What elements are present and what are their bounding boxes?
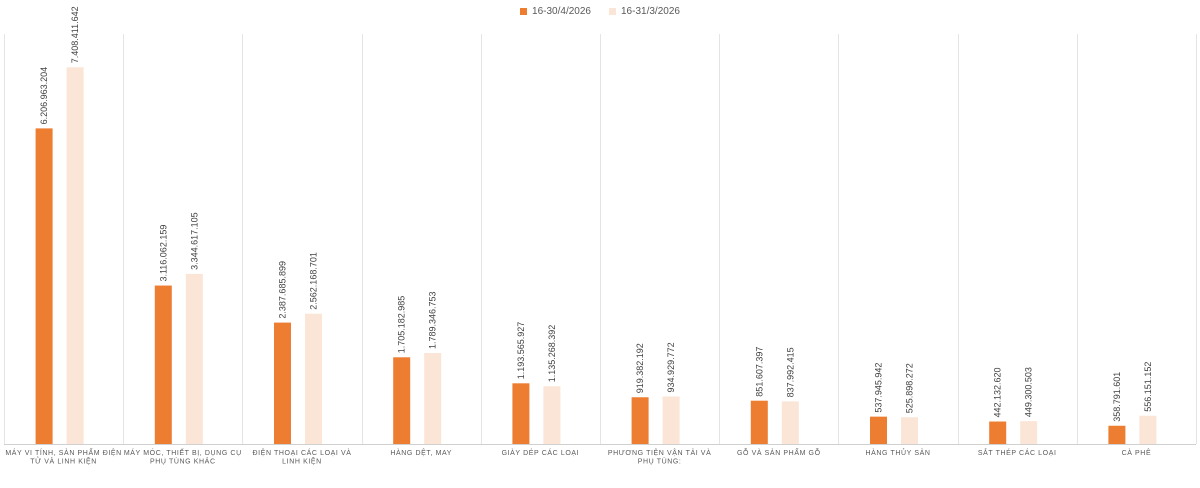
data-label: 3.344.617.105 bbox=[189, 212, 199, 270]
bar-series-2 bbox=[305, 313, 322, 444]
bar-series-2 bbox=[1020, 421, 1038, 444]
bar-series-2 bbox=[901, 417, 918, 444]
bar-series-2 bbox=[1139, 415, 1157, 444]
bar-series-2 bbox=[185, 273, 203, 444]
bar-series-2 bbox=[781, 401, 799, 444]
data-label: 919.382.192 bbox=[635, 343, 645, 393]
bar-series-1 bbox=[989, 421, 1007, 444]
category-label: GỖ VÀ SẢN PHẨM GỖ bbox=[737, 448, 821, 457]
bar-series-1 bbox=[393, 357, 411, 444]
category-label: HÀNG THỦY SẢN bbox=[865, 448, 930, 457]
bar-series-2 bbox=[543, 386, 561, 444]
data-label: 2.387.685.899 bbox=[278, 261, 288, 319]
category-label: CÀ PHÊ bbox=[1122, 448, 1152, 457]
data-label: 442.132.620 bbox=[993, 367, 1003, 417]
bar-series-1 bbox=[512, 383, 530, 444]
legend-item-series-1: 16-30/4/2026 bbox=[520, 6, 591, 17]
bar-series-1 bbox=[1108, 425, 1126, 444]
category-label: PHƯƠNG TIỆN VẬN TẢI VÀ bbox=[608, 448, 712, 457]
data-label: 851.607.397 bbox=[754, 347, 764, 397]
bar-series-1 bbox=[870, 416, 887, 444]
data-label: 1.705.182.985 bbox=[397, 296, 407, 354]
category-label: TỬ VÀ LINH KIỆN bbox=[30, 457, 97, 466]
category-label: MÁY VI TÍNH, SẢN PHẨM ĐIỆN bbox=[5, 448, 121, 457]
data-label: 449.300.503 bbox=[1024, 367, 1034, 417]
category-label: ĐIỆN THOẠI CÁC LOẠI VÀ bbox=[252, 448, 351, 457]
data-label: 934.929.772 bbox=[666, 342, 676, 392]
category-label: PHỤ TÙNG: bbox=[638, 457, 682, 466]
legend-item-series-2: 16-31/3/2026 bbox=[609, 6, 680, 17]
category-label: MÁY MÓC, THIẾT BỊ, DỤNG CỤ bbox=[124, 447, 242, 457]
bar-series-2 bbox=[424, 353, 442, 444]
bar-series-2 bbox=[66, 67, 84, 445]
legend-label-series-2: 16-31/3/2026 bbox=[621, 6, 680, 17]
legend: 16-30/4/2026 16-31/3/2026 bbox=[0, 6, 1200, 17]
data-label: 837.992.415 bbox=[785, 347, 795, 397]
bar-series-1 bbox=[750, 400, 768, 444]
data-label: 525.898.272 bbox=[905, 363, 915, 413]
data-label: 1.135.268.392 bbox=[547, 325, 557, 383]
data-label: 7.408.411.642 bbox=[70, 6, 80, 63]
data-label: 358.791.601 bbox=[1112, 372, 1122, 422]
category-label: PHỤ TÙNG KHÁC bbox=[150, 457, 216, 466]
category-label: LINH KIỆN bbox=[282, 457, 322, 466]
category-label: SẮT THÉP CÁC LOẠI bbox=[978, 448, 1057, 457]
data-label: 537.945.942 bbox=[874, 363, 884, 413]
bar-series-1 bbox=[631, 397, 649, 444]
data-label: 2.562.168.701 bbox=[309, 252, 319, 310]
data-label: 1.789.346.753 bbox=[428, 291, 438, 349]
category-label: GIÀY DÉP CÁC LOẠI bbox=[502, 448, 580, 457]
data-label: 6.206.963.204 bbox=[39, 67, 49, 125]
data-label: 1.193.565.927 bbox=[516, 322, 526, 380]
legend-label-series-1: 16-30/4/2026 bbox=[532, 6, 591, 17]
category-label: HÀNG DỆT, MAY bbox=[390, 448, 452, 457]
bar-series-1 bbox=[35, 128, 53, 444]
legend-swatch-series-1 bbox=[520, 8, 528, 15]
bar-series-1 bbox=[274, 322, 291, 444]
bar-series-1 bbox=[154, 285, 172, 444]
bar-series-2 bbox=[662, 396, 680, 444]
data-label: 556.151.152 bbox=[1143, 362, 1153, 412]
data-label: 3.116.062.159 bbox=[158, 225, 168, 282]
legend-swatch-series-2 bbox=[609, 8, 616, 15]
